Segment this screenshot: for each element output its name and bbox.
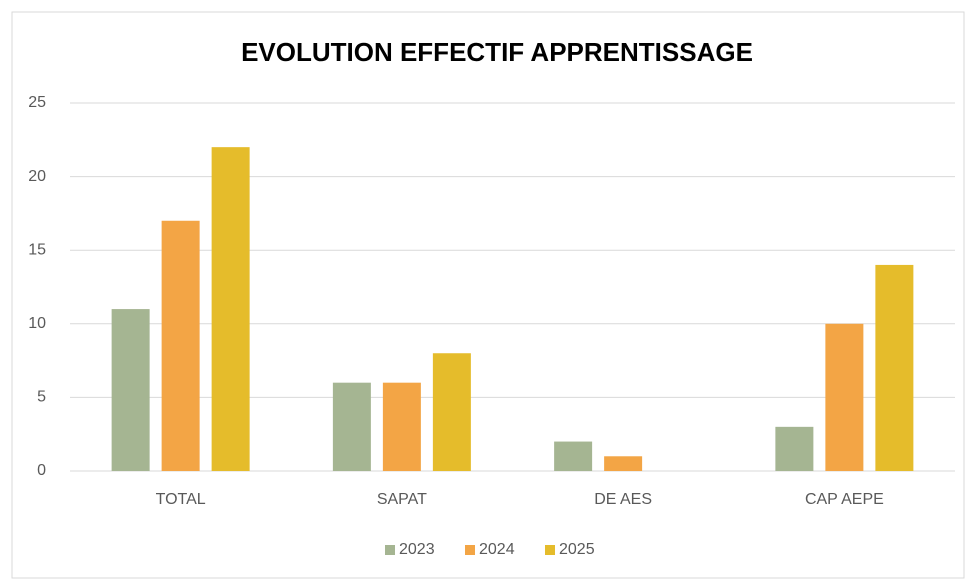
bar [432, 353, 471, 471]
bar [604, 456, 643, 471]
x-tick-label: SAPAT [377, 491, 427, 508]
legend-label: 2025 [559, 541, 595, 558]
y-tick-label: 20 [28, 168, 46, 185]
bar [875, 264, 914, 471]
bar [211, 147, 250, 471]
x-tick-label: DE AES [594, 491, 652, 508]
chart-title: EVOLUTION EFFECTIF APPRENTISSAGE [241, 37, 753, 67]
legend-label: 2024 [479, 541, 515, 558]
y-tick-label: 15 [28, 241, 46, 258]
legend-swatch [385, 545, 395, 555]
legend-swatch [545, 545, 555, 555]
bar [554, 441, 593, 471]
bar [775, 426, 814, 471]
legend-swatch [465, 545, 475, 555]
bar [825, 323, 864, 471]
y-tick-label: 25 [28, 94, 46, 111]
legend-label: 2023 [399, 541, 435, 558]
bar [111, 309, 150, 471]
bar [161, 220, 200, 471]
bar [382, 382, 421, 471]
y-tick-label: 10 [28, 315, 46, 332]
y-tick-label: 5 [37, 389, 46, 406]
x-tick-label: CAP AEPE [805, 491, 884, 508]
x-tick-label: TOTAL [156, 491, 206, 508]
bar [332, 382, 371, 471]
y-tick-label: 0 [37, 462, 46, 479]
